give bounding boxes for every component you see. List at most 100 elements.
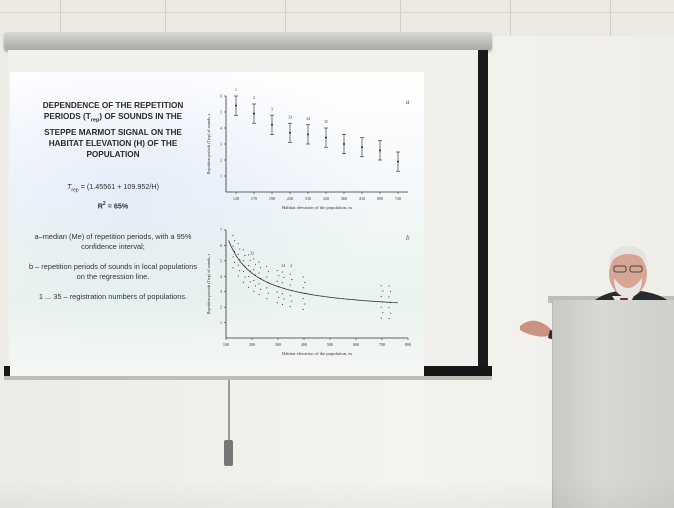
sample-point <box>242 260 244 262</box>
presenter-hand <box>520 320 554 337</box>
panel-label: b <box>406 234 410 242</box>
sample-point <box>276 291 278 293</box>
sample-point <box>291 279 293 281</box>
x-tick-label: 410 <box>359 196 365 201</box>
y-tick-label: 2 <box>220 305 222 310</box>
ceiling-tile-seam <box>400 0 401 36</box>
title-line: POPULATION <box>86 149 140 159</box>
sample-point <box>267 281 269 284</box>
ceiling-tile-seam <box>60 0 61 36</box>
projected-slide: DEPENDENCE OF THE REPETITION PERIODS (Tr… <box>10 72 424 376</box>
y-tick-label: 6 <box>220 243 222 248</box>
screen-bottom-lip <box>4 376 492 380</box>
sample-point <box>249 270 251 272</box>
point-label: 34 <box>306 117 310 121</box>
sample-point <box>278 296 280 298</box>
x-axis-title: Habitat elevation of the population, m <box>282 351 352 357</box>
title-line: STEPPE MARMOT SIGNAL ON THE <box>44 127 182 137</box>
y-tick-label: 6 <box>220 94 222 99</box>
sample-point <box>388 296 390 298</box>
sample-point <box>258 294 260 296</box>
sample-point <box>266 265 268 267</box>
sample-point <box>232 234 234 236</box>
legend-a-text: a–median (Me) of repetition periods, wit… <box>34 232 192 252</box>
sample-point <box>242 270 244 273</box>
x-tick-label: 170 <box>251 196 257 201</box>
sample-point <box>253 279 255 282</box>
sample-point <box>390 301 392 303</box>
x-tick-label: 500 <box>327 342 333 347</box>
sample-point <box>276 269 278 271</box>
median-point <box>289 131 291 134</box>
ceiling-tile-seam <box>510 0 511 36</box>
sample-point <box>253 290 255 292</box>
panel-label: a <box>406 98 410 106</box>
x-tick-label: 190 <box>269 196 275 201</box>
x-tick-label: 360 <box>341 196 347 201</box>
median-point <box>343 143 345 145</box>
sample-point <box>267 271 269 273</box>
sample-point <box>302 308 304 311</box>
y-tick-label: 2 <box>220 158 222 163</box>
ceiling <box>0 0 674 36</box>
title-line: DEPENDENCE OF THE REPETITION <box>42 101 184 110</box>
legend-b-text: b – repetition periods of sounds in loca… <box>28 262 198 282</box>
median-point <box>307 133 309 136</box>
x-tick-label: 700 <box>379 342 385 347</box>
sample-point <box>254 263 256 265</box>
ceiling-tile-seam <box>165 0 166 36</box>
sample-point <box>266 287 268 289</box>
screen-pull-cord <box>228 380 230 464</box>
x-axis-title: Habitat elevation of the population, m <box>282 205 352 211</box>
point-label: 4 <box>290 264 292 268</box>
x-tick-label: 300 <box>275 342 281 347</box>
sample-point <box>234 240 236 242</box>
y-axis-title: Repetition periods (Trep) of sounds, s <box>206 253 212 314</box>
sample-point <box>253 269 255 271</box>
sample-point <box>278 275 280 277</box>
podium <box>552 300 674 508</box>
point-label: 35 <box>324 120 328 124</box>
sample-point <box>304 292 306 294</box>
x-tick-label: 600 <box>353 342 359 347</box>
sample-point <box>289 273 291 275</box>
sample-point <box>249 259 251 261</box>
sample-point <box>234 261 236 263</box>
ceiling-tile-seam <box>610 0 611 36</box>
slide-text-column: DEPENDENCE OF THE REPETITION PERIODS (Tr… <box>24 100 202 302</box>
median-point <box>397 160 399 163</box>
sample-point <box>281 293 283 295</box>
slide-background <box>10 72 424 376</box>
sample-point <box>232 267 234 269</box>
x-tick-label: 200 <box>249 342 255 347</box>
sample-point <box>283 298 285 300</box>
median-point <box>253 112 255 115</box>
sample-point <box>281 303 283 305</box>
sample-point <box>239 259 241 261</box>
screen-frame <box>478 50 488 372</box>
floor-shadow <box>0 480 674 508</box>
point-label: 33 <box>288 115 292 119</box>
sample-point <box>283 287 285 289</box>
sample-point <box>380 285 382 287</box>
sample-point <box>278 286 280 288</box>
sample-point <box>239 270 241 272</box>
median-point <box>361 146 363 149</box>
sample-point <box>388 307 390 309</box>
sample-point <box>237 253 239 255</box>
ceiling-tile-seam <box>0 12 674 13</box>
y-tick-label: 3 <box>220 289 222 294</box>
point-label: 3 <box>271 107 273 111</box>
point-label: 2 <box>253 96 255 100</box>
x-tick-label: 310 <box>305 196 311 201</box>
sample-point <box>237 275 239 277</box>
x-tick-label: 800 <box>405 342 411 347</box>
sample-point <box>258 283 260 285</box>
sample-point <box>244 254 246 256</box>
x-tick-label: 220 <box>287 196 293 201</box>
sample-point <box>382 290 384 292</box>
sample-point <box>242 249 244 251</box>
sample-point <box>302 287 304 289</box>
sample-point <box>237 264 239 266</box>
